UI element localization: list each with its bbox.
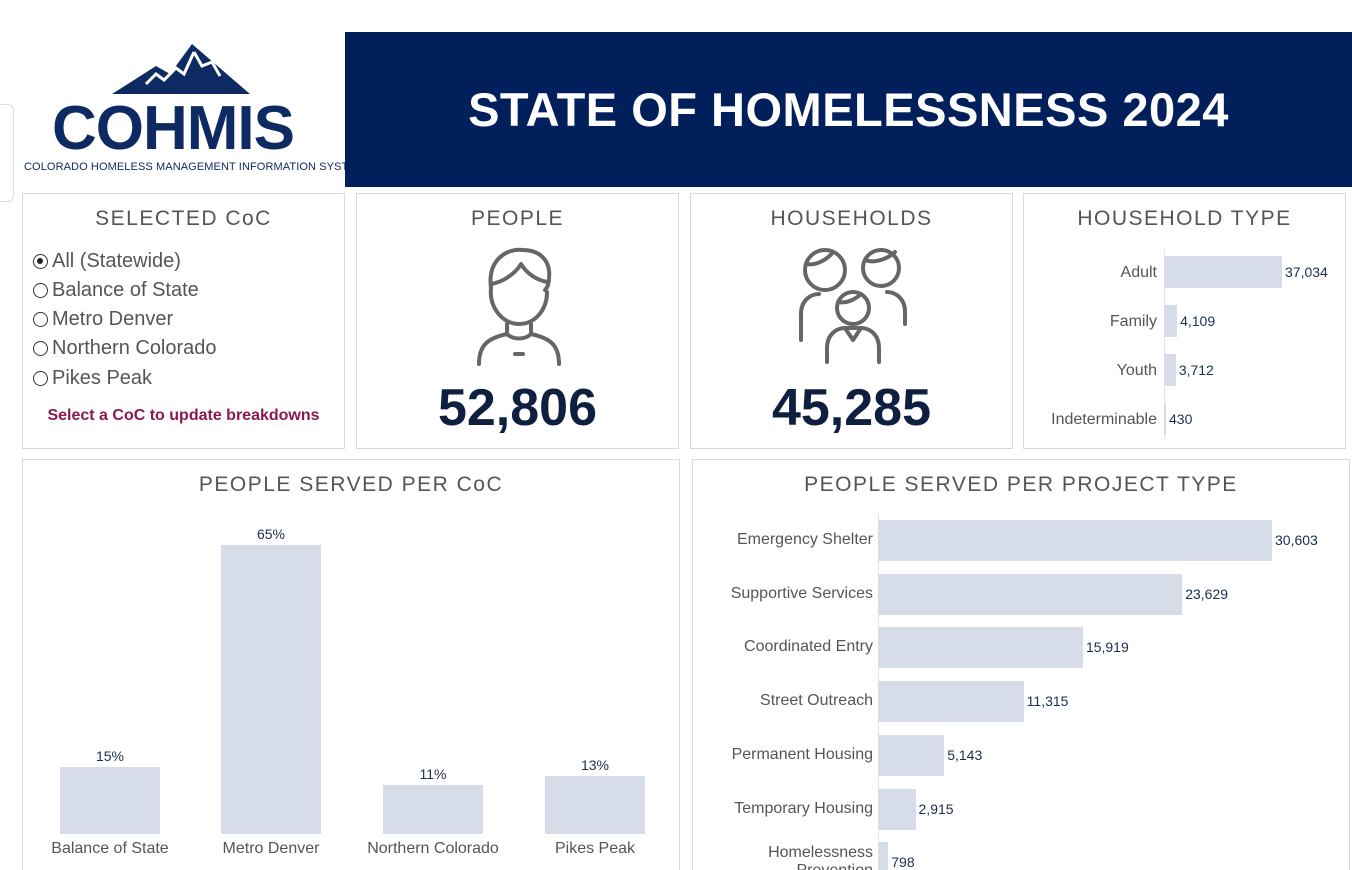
coc-option-pikes-peak[interactable]: Pikes Peak [33, 367, 152, 390]
header-banner [345, 32, 1352, 187]
people-title: PEOPLE [470, 207, 565, 230]
coc-value-label: 11% [419, 766, 447, 783]
radio-icon[interactable] [33, 341, 48, 356]
project-type-bar [878, 842, 889, 870]
selected-coc-title: SELECTED CoC [95, 207, 272, 230]
page-title: STATE OF HOMELESSNESS 2024 [468, 83, 1229, 136]
people-per-coc-panel: PEOPLE SERVED PER CoC 15% Balance of Stat… [22, 459, 680, 870]
project-type-value: 2,915 [918, 800, 954, 817]
people-count: 52,806 [437, 379, 598, 437]
household-type-bar [1164, 305, 1178, 337]
project-type-label: Emergency Shelter [736, 531, 873, 548]
project-type-label: Supportive Services [730, 584, 873, 602]
households-count: 45,285 [771, 379, 932, 437]
project-type-bar [878, 734, 945, 776]
radio-icon[interactable] [33, 312, 48, 327]
coc-category-label: Metro Denver [222, 840, 320, 857]
coc-category-label: Balance of State [51, 840, 169, 857]
project-type-label: Coordinated Entry [744, 638, 873, 656]
coc-value-label: 65% [256, 526, 286, 542]
project-type-label: Street Outreach [760, 692, 873, 710]
project-type-value: 23,629 [1185, 585, 1229, 602]
household-type-bar [1164, 256, 1282, 288]
coc-bar [60, 767, 160, 834]
project-type-label: Homelessness Prevention [768, 844, 873, 870]
cohmis-logo [20, 36, 340, 184]
project-type-value: 798 [891, 854, 915, 870]
coc-option-metro-denver[interactable]: Metro Denver [33, 308, 173, 331]
household-type-label: Family [1109, 313, 1157, 330]
family-icon [799, 248, 907, 364]
project-type-value: 11,315 [1026, 693, 1069, 710]
radio-icon[interactable] [33, 371, 48, 386]
coc-category-label: Pikes Peak [554, 840, 636, 857]
project-type-label: Permanent Housing [731, 745, 873, 763]
project-type-bar [878, 681, 1024, 723]
coc-option-label: Balance of State [52, 279, 199, 301]
logo-wordmark: COHMIS [52, 94, 295, 163]
project-type-bar [878, 788, 916, 830]
project-type-value: 30,603 [1275, 532, 1318, 548]
household-type-bar [1164, 403, 1166, 435]
household-type-panel: HOUSEHOLD TYPE Adult 37,034 Family 4,109 You… [1023, 193, 1346, 449]
coc-hint-text: Select a CoC to update breakdowns [47, 407, 320, 424]
household-type-label: Indeterminable [1051, 411, 1157, 428]
household-type-bar [1164, 354, 1176, 386]
radio-icon[interactable] [33, 283, 48, 298]
household-type-title: HOUSEHOLD TYPE [1077, 207, 1292, 230]
mountain-logo-icon [112, 44, 250, 94]
coc-bar [221, 545, 321, 834]
logo-subtitle: COLORADO HOMELESS MANAGEMENT INFORMATION… [24, 161, 366, 173]
household-type-value: 3,712 [1178, 362, 1214, 378]
coc-bar [383, 785, 483, 834]
coc-value-label: 15% [95, 748, 125, 765]
household-type-value: 4,109 [1180, 313, 1216, 329]
coc-option-balance-of-state[interactable]: Balance of State [33, 279, 199, 302]
people-per-project-title: PEOPLE SERVED PER PROJECT TYPE [804, 473, 1238, 496]
person-icon [477, 247, 561, 366]
household-type-label: Adult [1120, 264, 1157, 281]
side-panel-tab[interactable] [0, 104, 14, 202]
people-per-project-panel: PEOPLE SERVED PER PROJECT TYPE Emergency… [692, 459, 1350, 870]
coc-option-statewide[interactable]: All (Statewide) [33, 250, 181, 273]
project-type-value: 15,919 [1085, 639, 1129, 656]
people-panel: PEOPLE 52,806 [356, 193, 679, 449]
project-type-bar [878, 573, 1183, 615]
households-title: HOUSEHOLDS [770, 207, 933, 230]
project-type-value: 5,143 [947, 746, 983, 763]
selected-coc-panel: SELECTED CoC All (Statewide) Balance of … [22, 193, 345, 449]
coc-option-northern-colorado[interactable]: Northern Colorado [33, 337, 217, 360]
household-type-value: 37,034 [1285, 264, 1328, 280]
coc-option-label: Northern Colorado [52, 337, 217, 359]
household-type-label: Youth [1116, 362, 1157, 379]
coc-option-label: Metro Denver [52, 308, 174, 330]
household-type-axis [1164, 250, 1165, 440]
radio-selected-icon[interactable] [33, 254, 48, 269]
project-type-label: Temporary Housing [734, 799, 873, 817]
coc-category-label: Northern Colorado [367, 840, 499, 857]
household-type-value: 430 [1169, 411, 1193, 427]
coc-bar [545, 776, 645, 834]
coc-option-label: Pikes Peak [52, 367, 153, 389]
coc-option-label: All (Statewide) [52, 250, 181, 272]
people-per-coc-title: PEOPLE SERVED PER CoC [198, 473, 504, 496]
coc-value-label: 13% [580, 757, 610, 774]
project-type-bar [878, 520, 1272, 561]
households-panel: HOUSEHOLDS 45,285 [690, 193, 1013, 449]
project-type-bar [878, 627, 1083, 669]
